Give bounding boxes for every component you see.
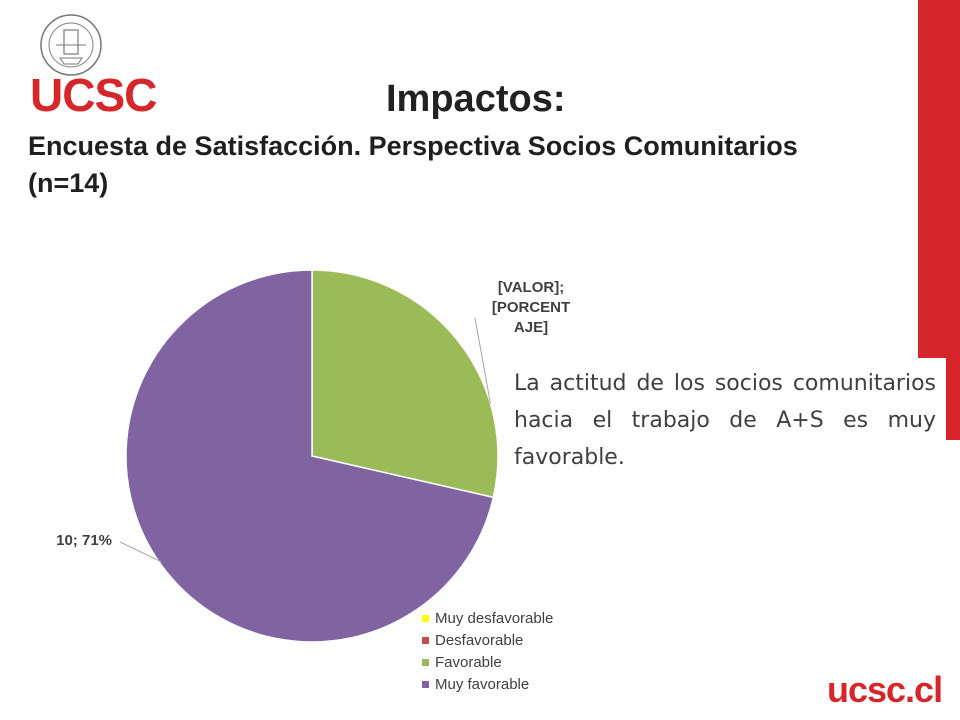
legend-label: Favorable xyxy=(435,653,502,671)
data-label-favorable: [VALOR]; [PORCENT AJE] xyxy=(492,279,570,336)
chart-legend: Muy desfavorable Desfavorable Favorable Muy… xyxy=(422,607,553,695)
university-seal-icon xyxy=(40,14,102,76)
leader-line-muy-favorable xyxy=(119,541,162,563)
legend-swatch xyxy=(422,636,429,644)
pie-slice-muy-favorable xyxy=(125,269,495,643)
legend-swatch xyxy=(422,658,429,666)
legend-item-muy-favorable: Muy favorable xyxy=(422,673,553,695)
text-panel xyxy=(498,358,946,498)
legend-item-desfavorable: Desfavorable xyxy=(422,629,553,651)
legend-label: Muy favorable xyxy=(435,675,530,693)
legend-swatch xyxy=(422,680,429,688)
legend-swatch xyxy=(422,614,429,622)
footer-logo: ucsc.cl xyxy=(827,669,943,710)
body-text: La actitud de los socios comunitarios ha… xyxy=(514,371,936,470)
legend-label: Desfavorable xyxy=(435,631,524,649)
pie-slice-favorable xyxy=(311,269,499,499)
legend-item-muy-desfavorable: Muy desfavorable xyxy=(422,607,553,629)
ucsc-logo: UCSC xyxy=(30,69,157,121)
leader-line-favorable xyxy=(474,317,491,404)
page-subtitle: Encuesta de Satisfacción. Perspectiva So… xyxy=(28,131,798,199)
legend-label: Muy desfavorable xyxy=(435,609,554,627)
legend-item-favorable: Favorable xyxy=(422,651,553,673)
page-title: Impactos: xyxy=(386,78,566,120)
data-label-muy-favorable: 10; 71% xyxy=(56,532,112,549)
